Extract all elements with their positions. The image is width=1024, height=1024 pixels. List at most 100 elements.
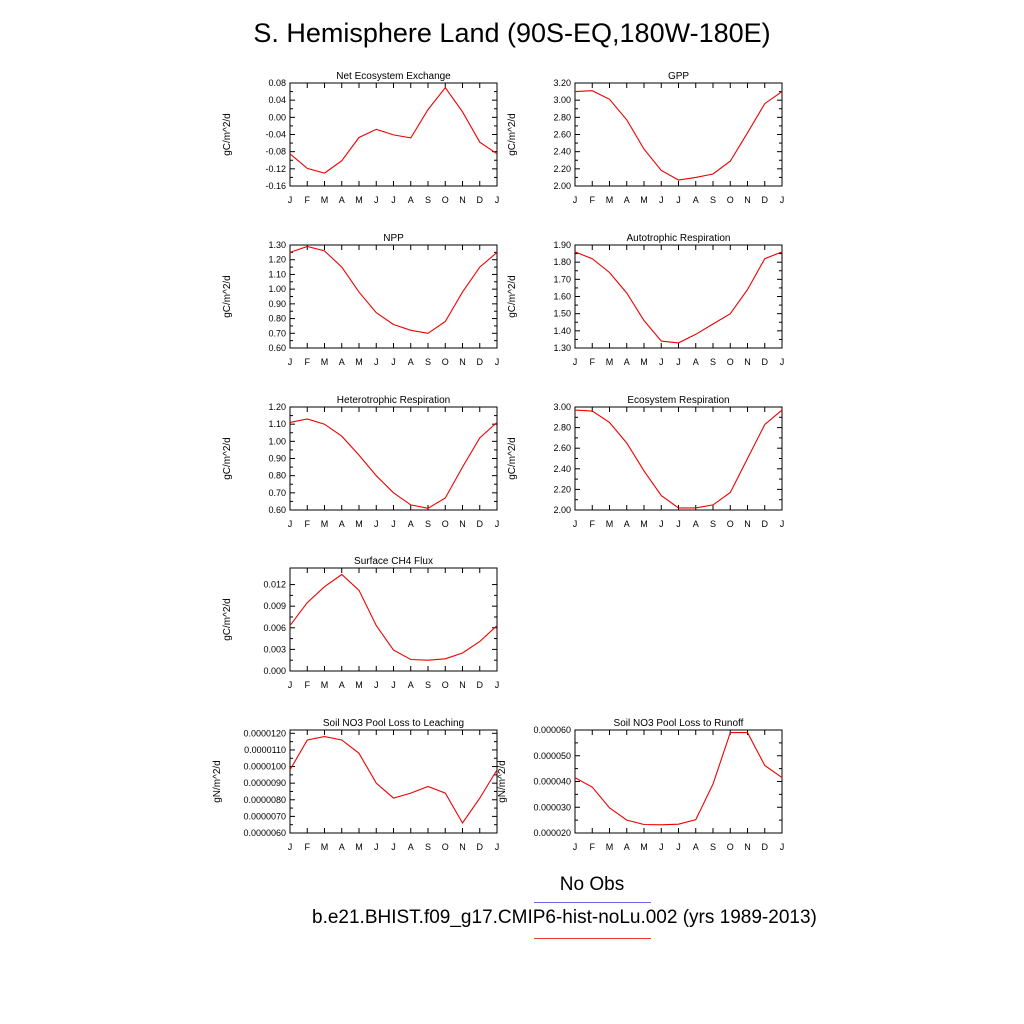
x-tick-label: O	[727, 519, 734, 529]
x-tick-label: D	[762, 842, 769, 852]
y-tick-label: 0.000020	[533, 828, 571, 838]
y-tick-label: 0.0000100	[243, 762, 286, 772]
series-line	[574, 90, 783, 181]
panel-title: Soil NO3 Pool Loss to Runoff	[614, 718, 744, 729]
y-tick-label: 2.60	[553, 443, 571, 453]
x-tick-label: M	[606, 357, 614, 367]
x-tick-label: M	[321, 842, 329, 852]
chart-panel: Ecosystem Respiration gC/m^2/d 3.00 2.80 2.6…	[507, 395, 784, 529]
x-tick-label: O	[442, 357, 449, 367]
y-tick-label: 1.20	[268, 402, 286, 412]
x-tick-label: A	[339, 357, 345, 367]
y-axis-label: gC/m^2/d	[222, 598, 233, 641]
x-tick-label: J	[780, 357, 785, 367]
x-tick-label: J	[374, 680, 379, 690]
x-tick-label: J	[288, 519, 293, 529]
y-tick-label: 2.80	[553, 112, 571, 122]
x-tick-label: F	[590, 195, 596, 205]
y-axis-label: gN/m^2/d	[212, 760, 223, 803]
x-tick-label: M	[640, 357, 648, 367]
series-line	[289, 573, 498, 661]
x-tick-label: N	[744, 519, 751, 529]
series-line	[289, 418, 498, 509]
x-tick-label: A	[624, 357, 630, 367]
x-tick-label: D	[477, 680, 484, 690]
x-tick-label: A	[408, 357, 414, 367]
x-tick-label: J	[495, 680, 500, 690]
panel-title: Surface CH4 Flux	[354, 556, 433, 567]
chart-panel: Net Ecosystem Exchange gC/m^2/d 0.08 0.04 0.…	[222, 71, 499, 205]
x-tick-label: A	[624, 195, 630, 205]
y-tick-label: 0.000060	[533, 725, 571, 735]
x-tick-label: F	[590, 842, 596, 852]
x-tick-label: N	[744, 357, 751, 367]
chart-panel: Soil NO3 Pool Loss to Runoff gN/m^2/d 0.00…	[497, 718, 784, 852]
y-tick-label: 1.30	[268, 240, 286, 250]
x-tick-label: J	[495, 357, 500, 367]
x-tick-label: J	[573, 519, 578, 529]
x-tick-label: M	[321, 357, 329, 367]
x-tick-label: S	[425, 357, 431, 367]
x-tick-label: S	[710, 357, 716, 367]
x-tick-label: J	[780, 195, 785, 205]
x-tick-label: J	[780, 842, 785, 852]
x-tick-label: J	[495, 519, 500, 529]
y-tick-label: 2.60	[553, 130, 571, 140]
plot-frame	[289, 406, 498, 511]
y-tick-label: -0.12	[265, 164, 286, 174]
x-tick-label: N	[459, 519, 466, 529]
x-tick-label: J	[374, 357, 379, 367]
plot-frame	[574, 729, 783, 834]
y-tick-label: -0.08	[265, 147, 286, 157]
x-tick-label: A	[408, 195, 414, 205]
x-tick-label: A	[693, 842, 699, 852]
x-tick-label: N	[459, 357, 466, 367]
x-tick-label: J	[659, 519, 664, 529]
x-tick-label: M	[640, 842, 648, 852]
x-tick-label: S	[710, 195, 716, 205]
panel-title: Ecosystem Respiration	[627, 395, 729, 406]
y-tick-label: 0.60	[268, 505, 286, 515]
legend-model-label: b.e21.BHIST.f09_g17.CMIP6-hist-noLu.002 …	[312, 907, 817, 928]
y-tick-label: 0.0000110	[244, 745, 286, 755]
x-tick-label: F	[305, 842, 311, 852]
x-tick-label: J	[495, 842, 500, 852]
series-line	[289, 736, 498, 825]
x-tick-label: M	[606, 195, 614, 205]
x-tick-label: D	[762, 519, 769, 529]
series-line	[574, 732, 783, 826]
y-tick-label: -0.04	[265, 130, 286, 140]
x-tick-label: M	[355, 842, 363, 852]
y-tick-label: 1.30	[553, 343, 571, 353]
y-tick-label: 1.10	[268, 419, 286, 429]
y-tick-label: 2.40	[553, 147, 571, 157]
y-axis-label: gC/m^2/d	[222, 113, 233, 156]
y-tick-label: 0.000	[263, 666, 286, 676]
x-tick-label: S	[425, 519, 431, 529]
x-tick-label: A	[408, 519, 414, 529]
y-tick-label: 0.60	[268, 343, 286, 353]
x-tick-label: A	[624, 519, 630, 529]
chart-panel: Heterotrophic Respiration gC/m^2/d 1.20 1.1…	[222, 395, 499, 529]
x-tick-label: J	[288, 357, 293, 367]
y-tick-label: 2.80	[553, 423, 571, 433]
y-tick-label: 2.00	[553, 181, 571, 191]
x-tick-label: A	[339, 680, 345, 690]
series-line	[289, 245, 498, 334]
x-tick-label: M	[355, 195, 363, 205]
x-tick-label: J	[573, 195, 578, 205]
x-tick-label: J	[676, 195, 681, 205]
x-tick-label: A	[408, 842, 414, 852]
x-tick-label: O	[727, 842, 734, 852]
y-tick-label: 0.70	[268, 328, 286, 338]
x-tick-label: J	[374, 842, 379, 852]
x-tick-label: S	[425, 195, 431, 205]
y-tick-label: 1.40	[553, 326, 571, 336]
x-tick-label: J	[676, 842, 681, 852]
x-tick-label: S	[425, 680, 431, 690]
y-tick-label: 3.00	[553, 402, 571, 412]
x-tick-label: M	[355, 357, 363, 367]
x-tick-label: J	[391, 357, 396, 367]
plot-frame	[574, 244, 783, 349]
x-tick-label: J	[374, 195, 379, 205]
